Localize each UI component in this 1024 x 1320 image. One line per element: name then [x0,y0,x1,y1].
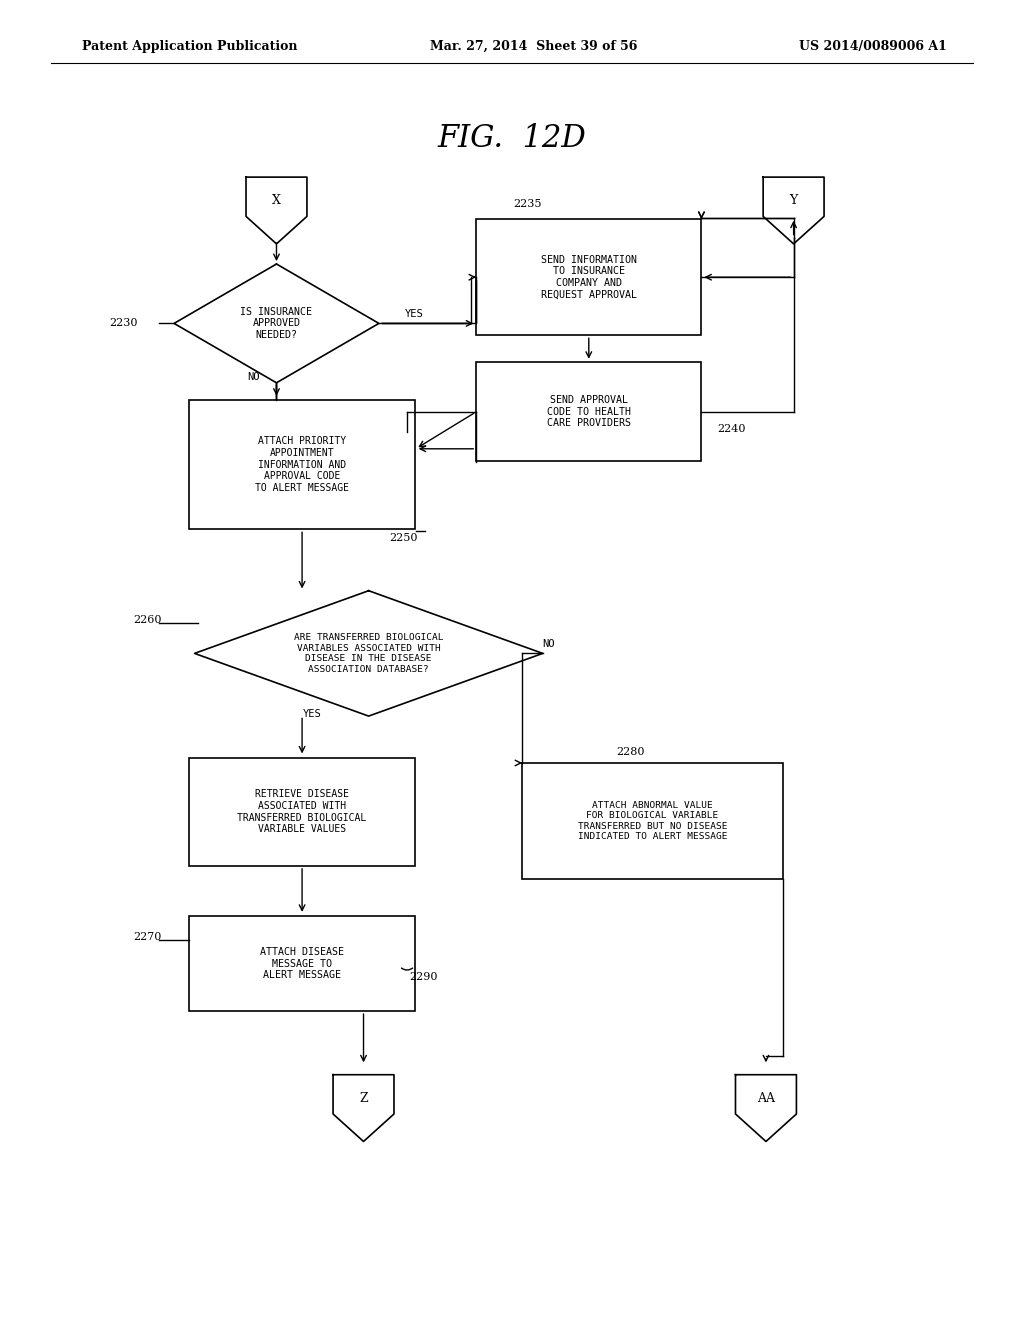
Text: ARE TRANSFERRED BIOLOGICAL
VARIABLES ASSOCIATED WITH
DISEASE IN THE DISEASE
ASSO: ARE TRANSFERRED BIOLOGICAL VARIABLES ASS… [294,634,443,673]
Text: ATTACH DISEASE
MESSAGE TO
ALERT MESSAGE: ATTACH DISEASE MESSAGE TO ALERT MESSAGE [260,946,344,981]
Text: 2235: 2235 [513,198,542,209]
Text: AA: AA [757,1092,775,1105]
Text: SEND INFORMATION
TO INSURANCE
COMPANY AND
REQUEST APPROVAL: SEND INFORMATION TO INSURANCE COMPANY AN… [541,255,637,300]
Polygon shape [195,591,543,715]
Text: 2240: 2240 [717,424,745,434]
Polygon shape [763,177,824,244]
Polygon shape [735,1074,797,1142]
Polygon shape [333,1074,394,1142]
Text: Mar. 27, 2014  Sheet 39 of 56: Mar. 27, 2014 Sheet 39 of 56 [430,40,638,53]
Text: Patent Application Publication: Patent Application Publication [82,40,297,53]
FancyBboxPatch shape [522,763,783,879]
Text: YES: YES [404,309,423,319]
Text: NO: NO [248,372,260,383]
Text: 2260: 2260 [133,615,162,626]
Text: IS INSURANCE
APPROVED
NEEDED?: IS INSURANCE APPROVED NEEDED? [241,306,312,341]
Text: SEND APPROVAL
CODE TO HEALTH
CARE PROVIDERS: SEND APPROVAL CODE TO HEALTH CARE PROVID… [547,395,631,429]
Text: Y: Y [790,194,798,207]
Text: NO: NO [543,639,555,649]
Polygon shape [246,177,307,244]
Text: ATTACH PRIORITY
APPOINTMENT
INFORMATION AND
APPROVAL CODE
TO ALERT MESSAGE: ATTACH PRIORITY APPOINTMENT INFORMATION … [255,437,349,492]
FancyBboxPatch shape [476,363,701,462]
Text: Z: Z [359,1092,368,1105]
Text: X: X [272,194,281,207]
Text: 2270: 2270 [133,932,162,942]
Text: 2230: 2230 [110,318,138,329]
Text: 2290: 2290 [410,972,438,982]
Text: YES: YES [303,709,322,719]
Text: ATTACH ABNORMAL VALUE
FOR BIOLOGICAL VARIABLE
TRANSFERRED BUT NO DISEASE
INDICAT: ATTACH ABNORMAL VALUE FOR BIOLOGICAL VAR… [578,801,727,841]
FancyBboxPatch shape [476,219,701,335]
Polygon shape [174,264,379,383]
FancyBboxPatch shape [189,400,415,529]
FancyBboxPatch shape [189,758,415,866]
Text: FIG.  12D: FIG. 12D [437,123,587,154]
Text: 2250: 2250 [389,533,418,544]
FancyBboxPatch shape [189,916,415,1011]
Text: RETRIEVE DISEASE
ASSOCIATED WITH
TRANSFERRED BIOLOGICAL
VARIABLE VALUES: RETRIEVE DISEASE ASSOCIATED WITH TRANSFE… [238,789,367,834]
Text: 2280: 2280 [616,747,645,758]
Text: US 2014/0089006 A1: US 2014/0089006 A1 [799,40,946,53]
